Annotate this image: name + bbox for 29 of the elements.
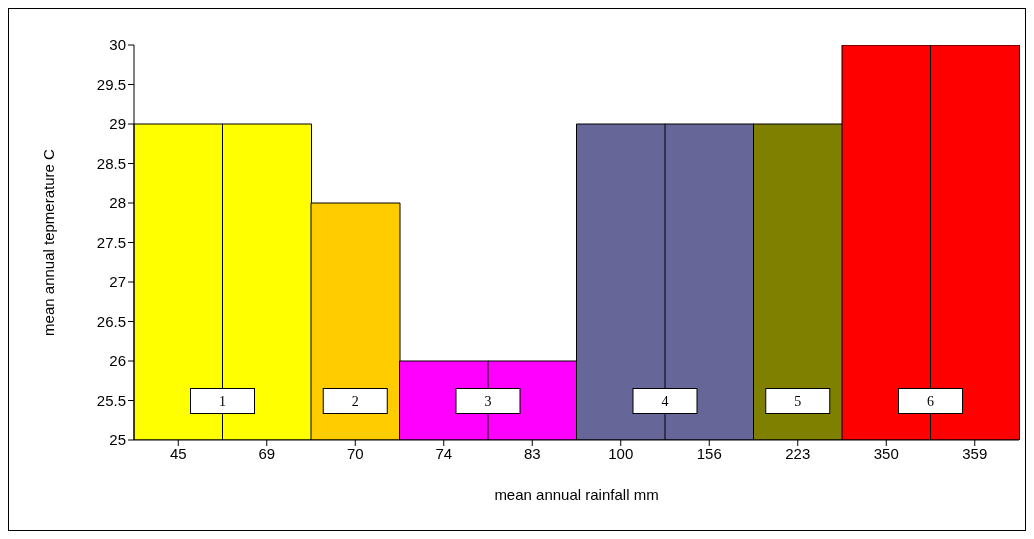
y-tick-label: 30 bbox=[109, 36, 126, 54]
y-tick-label: 25 bbox=[109, 431, 126, 449]
x-tick-label: 223 bbox=[785, 444, 811, 462]
y-tick-label: 29 bbox=[109, 115, 126, 133]
x-tick-label: 350 bbox=[873, 444, 899, 462]
annotation: 3 bbox=[484, 393, 492, 409]
y-axis-title: mean annual tepmerature C bbox=[40, 148, 58, 336]
y-tick-label: 28 bbox=[109, 194, 126, 212]
x-tick-label: 100 bbox=[608, 444, 634, 462]
y-tick-label: 26 bbox=[109, 352, 126, 370]
x-axis-title: mean annual rainfall mm bbox=[494, 486, 659, 503]
y-tick-label: 27.5 bbox=[96, 233, 126, 251]
y-tick-label: 27 bbox=[109, 273, 126, 291]
x-tick-label: 70 bbox=[346, 444, 364, 462]
x-tick-label: 45 bbox=[169, 444, 187, 462]
annotation: 1 bbox=[219, 393, 226, 409]
annotation: 4 bbox=[661, 393, 669, 409]
y-tick-label: 25.5 bbox=[96, 391, 126, 409]
x-tick-label: 83 bbox=[523, 444, 541, 462]
annotation: 2 bbox=[351, 393, 359, 409]
x-tick-label: 359 bbox=[962, 444, 988, 462]
y-tick-label: 28.5 bbox=[96, 154, 126, 172]
annotation: 5 bbox=[794, 393, 802, 409]
y-tick-label: 29.5 bbox=[96, 75, 126, 93]
x-tick-label: 69 bbox=[258, 444, 276, 462]
y-tick-label: 26.5 bbox=[96, 312, 126, 330]
x-tick-label: 156 bbox=[696, 444, 722, 462]
annotation: 6 bbox=[927, 393, 934, 409]
x-tick-label: 74 bbox=[435, 444, 453, 462]
